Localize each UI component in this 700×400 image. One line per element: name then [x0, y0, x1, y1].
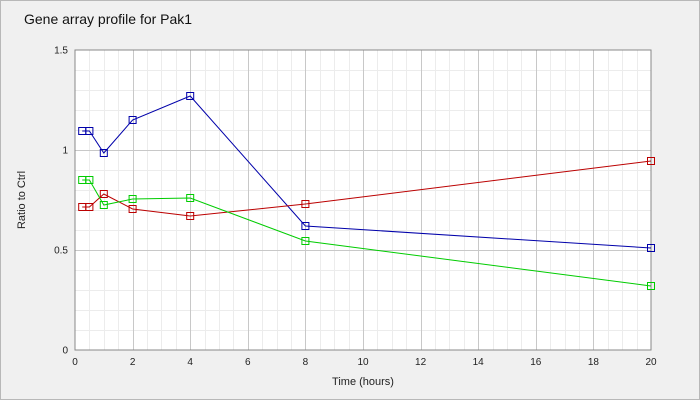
- series-2-line: [82, 160, 652, 217]
- series-3-point: [99, 201, 108, 209]
- x-tick-label: 20: [645, 357, 657, 368]
- series-1-point: [647, 244, 655, 252]
- x-tick-label: 10: [357, 357, 369, 368]
- x-tick-label: 12: [415, 357, 427, 368]
- y-tick-label: 1: [62, 146, 68, 157]
- series-3-line: [82, 179, 652, 287]
- y-tick-label: 0: [62, 346, 68, 357]
- x-tick-label: 16: [530, 357, 542, 368]
- x-tick-label: 8: [303, 357, 309, 368]
- x-tick-label: 2: [130, 357, 136, 368]
- x-tick-label: 6: [245, 357, 251, 368]
- y-axis-label: Ratio to Ctrl: [16, 171, 28, 229]
- series-3-point: [186, 194, 195, 202]
- series-1-point: [186, 92, 195, 100]
- series-3-point: [128, 195, 137, 203]
- plot-border: [74, 49, 652, 351]
- series-1-point: [301, 222, 310, 230]
- series-2-point: [85, 203, 94, 211]
- x-tick-label: 18: [588, 357, 600, 368]
- series-2-point: [647, 157, 655, 165]
- series-2-point: [301, 200, 310, 208]
- series-1-point: [85, 127, 94, 135]
- chart-title: Gene array profile for Pak1: [24, 11, 193, 27]
- series-2-point: [186, 212, 195, 220]
- y-tick-label: 0.5: [54, 246, 68, 257]
- axis-ticks: 0 2 4 6 8 10 12 14 16 18 20 0 0.5 1 1.5: [54, 46, 657, 369]
- series-3-point: [301, 237, 310, 245]
- x-tick-label: 14: [473, 357, 485, 368]
- series-1-point: [99, 149, 108, 157]
- series-1-line: [82, 95, 652, 249]
- x-tick-label: 4: [187, 357, 193, 368]
- x-tick-label: 0: [72, 357, 78, 368]
- series-layer: [78, 92, 655, 290]
- series-2-point: [128, 205, 137, 213]
- x-axis-label: Time (hours): [332, 376, 394, 388]
- series-2-point: [99, 190, 108, 198]
- minor-grid: [75, 50, 651, 350]
- series-3-point: [85, 176, 94, 184]
- series-1-point: [128, 116, 137, 124]
- series-3-point: [647, 282, 655, 290]
- major-grid: [75, 50, 651, 350]
- y-tick-label: 1.5: [54, 46, 68, 57]
